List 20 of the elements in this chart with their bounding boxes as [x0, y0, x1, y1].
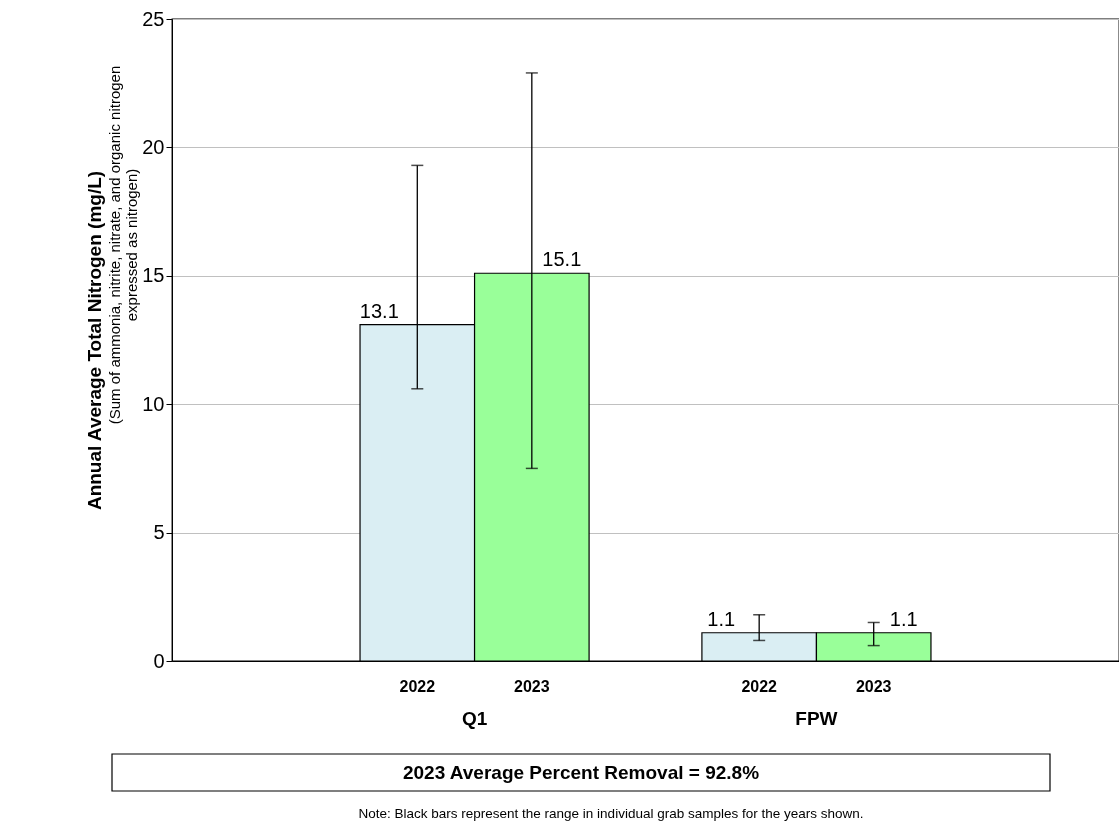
y-axis-title: Annual Average Total Nitrogen (mg/L) [84, 170, 106, 511]
data-label: 1.1 [707, 607, 736, 630]
data-label: 13.1 [359, 299, 399, 322]
y-tick-label: 5 [153, 521, 165, 544]
text: 2023 Average Percent Removal = 92.8% [402, 762, 760, 783]
data-label: 1.1 [889, 607, 918, 630]
text: 2022 [741, 678, 777, 695]
y-tick-label: 15 [142, 264, 165, 287]
y-tick-label: 20 [142, 135, 165, 158]
y-tick-label: 25 [142, 7, 165, 30]
x-tick-label: Q1 [461, 707, 488, 729]
x-tick-label: FPW [795, 707, 838, 729]
series-label: 2022 [399, 678, 436, 695]
series-label: 2023 [514, 678, 550, 695]
y-tick-label: 10 [142, 392, 165, 415]
text: (Sum of ammonia, nitrite, nitrate, and organic nitrogen expressed as nitrogen) [106, 65, 140, 425]
y-tick-label: 0 [153, 649, 165, 672]
data-label: 15.1 [542, 248, 582, 271]
text: Note: Black bars represent the range in individual grab samples for the years shown. [358, 806, 864, 821]
text: 2023 [855, 678, 892, 695]
